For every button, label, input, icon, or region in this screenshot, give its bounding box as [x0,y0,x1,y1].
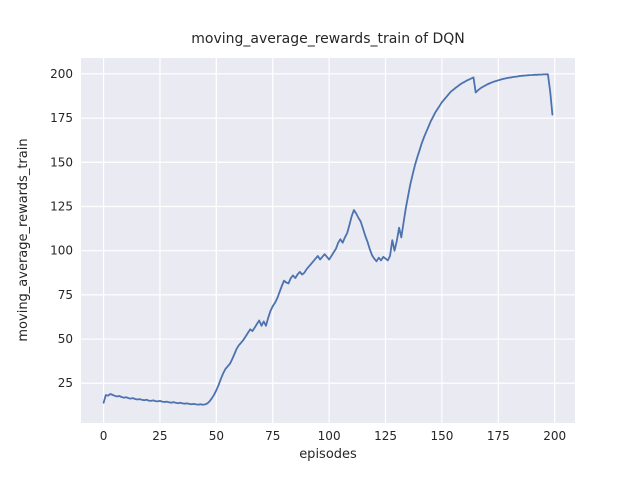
y-tick-label: 175 [50,111,73,125]
y-tick-label: 25 [58,376,73,390]
x-tick-label: 75 [265,429,280,443]
y-tick-label: 50 [58,332,73,346]
x-tick-label: 100 [318,429,341,443]
plot-area [81,58,575,423]
y-axis-label: moving_average_rewards_train [16,138,31,342]
x-tick-label: 25 [152,429,167,443]
x-tick-label: 175 [487,429,510,443]
x-axis-label: episodes [299,447,357,462]
y-tick-label: 200 [50,67,73,81]
chart-title: moving_average_rewards_train of DQN [191,31,465,47]
x-tick-label: 150 [430,429,453,443]
line-series [102,73,554,406]
x-tick-label: 50 [209,429,224,443]
x-tick-label: 125 [374,429,397,443]
y-tick-label: 150 [50,155,73,169]
x-tick-label: 200 [543,429,566,443]
y-tick-label: 125 [50,199,73,213]
x-tick-label: 0 [100,429,108,443]
y-tick-label: 100 [50,244,73,258]
y-tick-label: 75 [58,288,73,302]
